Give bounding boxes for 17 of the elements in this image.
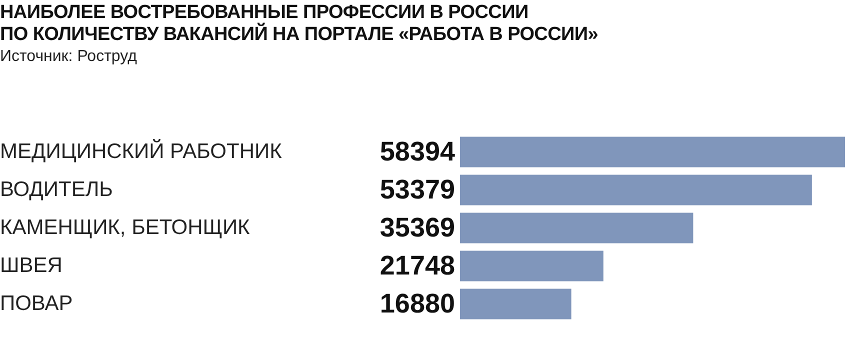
bar (460, 288, 572, 320)
y-tick-label: ПОВАР (0, 292, 73, 315)
text: Источник: Роструд (0, 48, 137, 66)
data-label: 21748 (380, 250, 455, 280)
bar (460, 136, 845, 168)
bar (460, 174, 812, 206)
data-label: 35369 (380, 212, 455, 242)
text: НАИБОЛЕЕ ВОСТРЕБОВАННЫЕ ПРОФЕССИИ В РОССИИ ПО КОЛИЧЕСТВУ ВАКАНСИЙ НА ПОРТАЛЕ «РАБОТА В РОССИИ» (0, 2, 598, 46)
data-label: 53379 (380, 174, 455, 204)
bar (460, 250, 604, 282)
y-tick-label: КАМЕНЩИК, БЕТОНЩИК (0, 216, 251, 239)
y-tick-label: МЕДИЦИНСКИЙ РАБОТНИК (0, 138, 283, 163)
data-label: 58394 (380, 136, 455, 166)
y-tick-label: ВОДИТЕЛЬ (0, 178, 113, 201)
bar (460, 212, 694, 244)
y-tick-label: ШВЕЯ (0, 254, 62, 277)
data-label: 16880 (380, 288, 455, 318)
